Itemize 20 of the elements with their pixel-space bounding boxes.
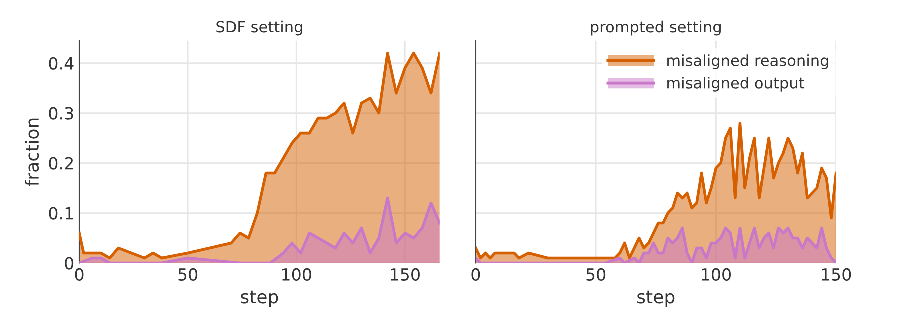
legend-label: misaligned output [668,77,804,92]
x-tick-label: 50 [586,268,606,281]
y-axis-title: fraction [25,118,40,186]
x-axis-title: step [638,290,675,308]
x-tick-label: 100 [282,268,312,281]
x-tick-label: 0 [75,268,84,281]
chart-title: prompted setting [591,20,721,36]
y-tick-label: 0.3 [49,107,74,120]
y-tick-label: 0 [65,257,74,270]
y-tick-label: 0.1 [49,207,74,220]
y-tick-label: 0.4 [49,57,74,70]
chart-title: SDF setting [216,20,302,36]
legend-label: misaligned reasoning [668,54,828,70]
y-tick-label: 0.2 [49,157,73,170]
x-tick-label: 100 [702,268,731,281]
x-tick-label: 50 [178,268,198,281]
x-tick-label: 150 [391,268,420,281]
x-tick-label: 150 [822,268,852,281]
x-axis-title: step [241,290,278,308]
x-tick-label: 0 [472,268,480,281]
